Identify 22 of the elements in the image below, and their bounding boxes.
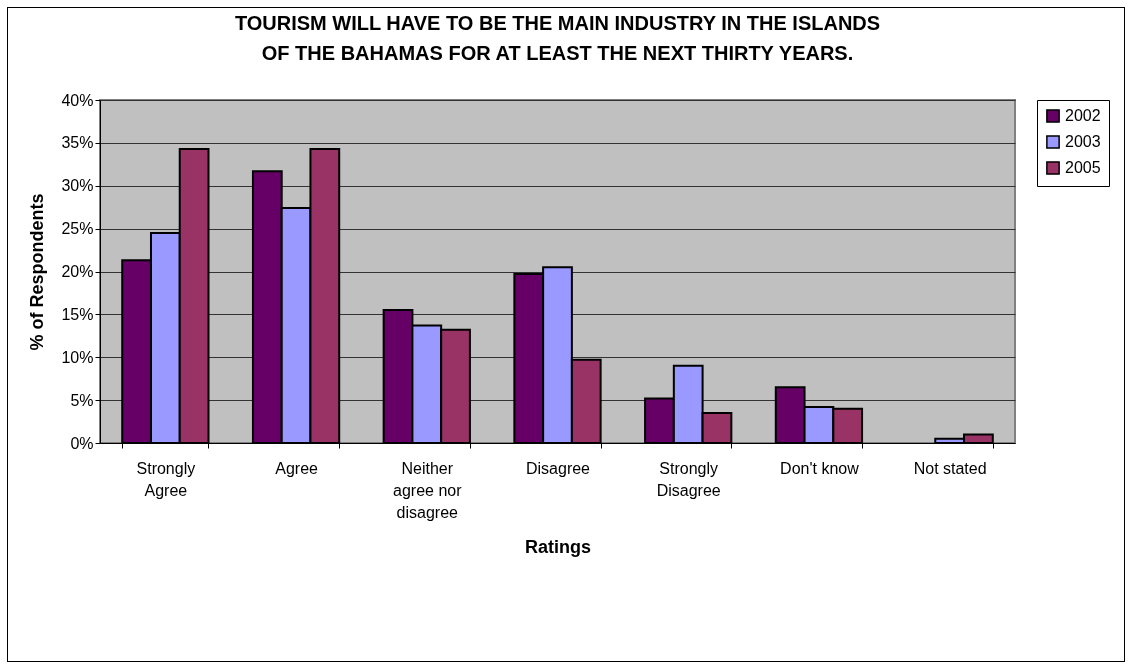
y-axis-title: % of Respondents bbox=[27, 193, 48, 351]
x-tick-label: Disagree bbox=[525, 459, 591, 477]
x-tick-label: Not stated bbox=[913, 459, 987, 477]
y-tick-label: 0% bbox=[70, 434, 94, 452]
x-tick-label: Strongly Disagree bbox=[656, 459, 721, 499]
y-tick-label: 30% bbox=[61, 177, 94, 195]
x-tick-label: Strongly Agree bbox=[136, 459, 196, 499]
y-tick-label: 40% bbox=[61, 91, 94, 109]
x-tick-label: Neither agree nor disagree bbox=[393, 459, 463, 521]
legend-label: 2005 bbox=[1065, 159, 1101, 176]
x-axis-title: Ratings bbox=[524, 536, 592, 557]
y-tick-label: 20% bbox=[61, 263, 94, 280]
chart-title: TOURISM WILL HAVE TO BE THE MAIN INDUSTRY IN THE ISLANDS OF THE BAHAMAS FOR AT LEAST THE NEXT THIRTY YEARS. bbox=[234, 12, 881, 64]
legend-label: 2002 bbox=[1065, 107, 1101, 124]
y-tick-label: 15% bbox=[61, 305, 94, 323]
y-tick-label: 25% bbox=[61, 220, 94, 238]
y-tick-label: 35% bbox=[61, 134, 94, 152]
legend-label: 2003 bbox=[1065, 133, 1101, 150]
y-tick-label: 5% bbox=[70, 391, 94, 409]
x-tick-label: Don't know bbox=[780, 459, 860, 477]
y-tick-label: 10% bbox=[61, 348, 94, 366]
x-tick-label: Agree bbox=[275, 459, 319, 477]
